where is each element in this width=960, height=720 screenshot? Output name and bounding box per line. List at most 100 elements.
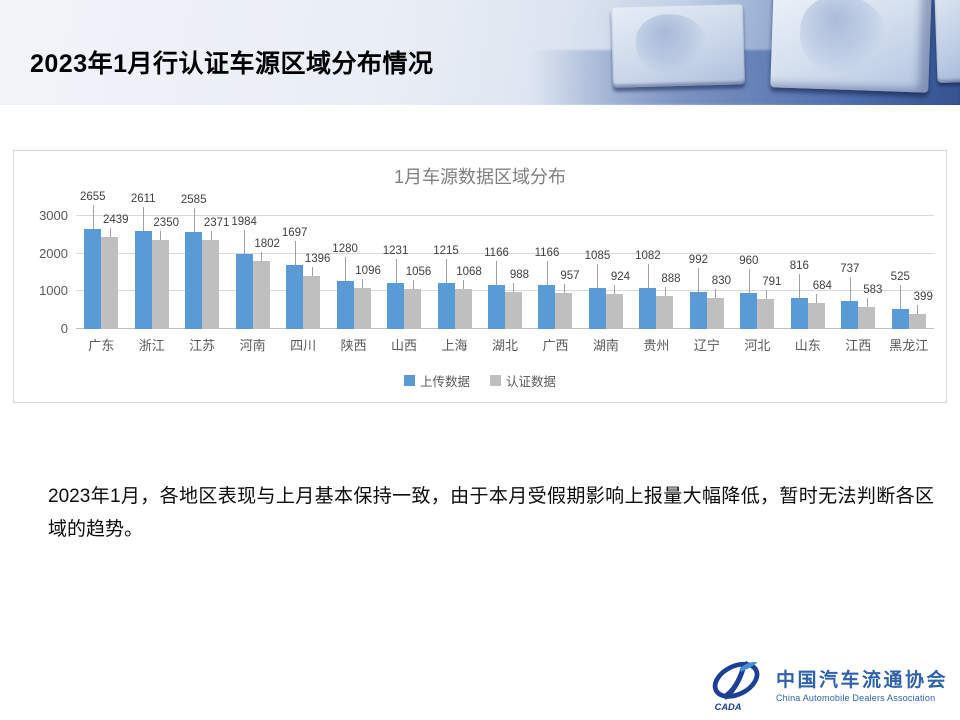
data-label-certified: 1068 — [456, 265, 482, 278]
label-leader-line — [345, 256, 347, 281]
label-leader-line — [92, 205, 94, 229]
bar-upload — [84, 229, 102, 329]
label-leader-line — [563, 283, 565, 293]
bar-upload — [437, 283, 455, 329]
header-decoration-cube — [934, 0, 960, 84]
x-axis-label: 江西 — [845, 338, 872, 353]
bar-upload — [588, 288, 606, 329]
x-axis-label: 黑龙江 — [889, 338, 929, 353]
data-label-upload: 1166 — [484, 247, 509, 260]
label-leader-line — [917, 304, 919, 314]
data-label-certified: 1056 — [405, 266, 432, 279]
logo-name-en: China Automobile Dealers Association — [775, 693, 936, 703]
bar-group: 2585 2371 — [177, 194, 229, 329]
bar-group: 816 684 — [783, 216, 833, 329]
cada-logo-icon: CADA — [712, 660, 760, 712]
chart-panel: 1月车源数据区域分布 0 1000 2000 3000 2655 2439 2611 2350… — [13, 150, 947, 403]
bar-upload — [740, 292, 758, 329]
data-label-certified: 1096 — [355, 264, 381, 277]
label-leader-line — [698, 267, 700, 292]
data-label-certified: 399 — [913, 290, 933, 303]
label-leader-line — [143, 206, 145, 231]
bar-certified — [504, 291, 522, 329]
bar-certified — [656, 295, 674, 329]
legend-label: 上传数据 — [419, 375, 470, 389]
bar-certified — [252, 261, 270, 329]
logo-name-zh: 中国汽车流通协会 — [775, 670, 948, 691]
data-label-upload: 1166 — [534, 247, 560, 260]
bar-certified — [605, 294, 623, 329]
label-leader-line — [362, 278, 364, 288]
page-title: 2023年1月行认证车源区域分布情况 — [30, 50, 434, 78]
x-axis-labels: 广东 浙江 江苏 河南 四川 陕西 山西 上海 湖北 广西 湖南 贵州 辽宁 河北 山东 江西 黑龙江 — [76, 335, 934, 353]
data-label-upload: 1215 — [433, 245, 459, 258]
data-label-certified: 684 — [812, 280, 832, 293]
bar-upload — [235, 254, 253, 329]
label-leader-line — [715, 288, 717, 298]
cada-logo: CADA 中国汽车流通协会 China Automobile Dealers A… — [707, 656, 948, 712]
data-label-certified: 2350 — [153, 217, 179, 230]
data-label-upload: 1984 — [231, 216, 257, 229]
bar-upload — [639, 288, 657, 329]
data-label-upload: 2585 — [180, 193, 207, 206]
bar-group: 1215 1068 — [429, 216, 482, 329]
legend-item: 上传数据 — [403, 371, 470, 390]
bar-certified — [454, 288, 472, 329]
bar-certified — [908, 313, 926, 329]
bar-upload — [487, 285, 505, 329]
x-axis-label: 江苏 — [189, 338, 216, 353]
data-label-certified: 2371 — [203, 216, 230, 229]
label-leader-line — [412, 280, 414, 290]
bar-upload — [134, 230, 152, 329]
data-label-upload: 525 — [890, 271, 910, 284]
label-leader-line — [109, 228, 111, 238]
bar-group: 1082 888 — [631, 216, 681, 329]
data-label-certified: 830 — [711, 274, 731, 287]
x-axis-label: 河南 — [239, 338, 266, 353]
x-axis-label: 陕西 — [340, 338, 367, 353]
label-leader-line — [395, 258, 397, 283]
bar-upload — [387, 282, 405, 329]
y-axis-tick: 3000 — [39, 208, 68, 223]
label-leader-line — [647, 264, 649, 289]
label-leader-line — [496, 261, 498, 286]
chart-title: 1月车源数据区域分布 — [393, 167, 566, 187]
bar-certified — [202, 239, 220, 329]
bar-group: 1085 924 — [581, 216, 631, 329]
legend-swatch-icon — [490, 375, 501, 386]
bar-group: 1984 1802 — [227, 216, 280, 329]
bar-group: 2611 2350 — [126, 193, 179, 329]
data-label-upload: 1280 — [332, 242, 358, 255]
gridline — [76, 252, 934, 254]
header-decoration-cube — [610, 4, 746, 88]
y-axis-tick: 2000 — [39, 245, 68, 261]
bar-group: 960 791 — [732, 216, 782, 329]
data-label-upload: 2611 — [130, 192, 156, 205]
data-label-certified: 957 — [560, 269, 580, 282]
data-label-upload: 1082 — [635, 250, 661, 263]
label-leader-line — [160, 231, 162, 241]
y-axis-tick: 1000 — [39, 283, 68, 299]
x-axis-label: 湖北 — [491, 338, 518, 353]
bar-upload — [790, 298, 808, 329]
data-label-upload: 737 — [840, 263, 860, 276]
header-banner: 2023年1月行认证车源区域分布情况 — [0, 0, 960, 105]
label-leader-line — [816, 294, 818, 304]
label-leader-line — [866, 298, 868, 308]
x-axis-label: 辽宁 — [693, 338, 720, 353]
y-axis-tick: 0 — [60, 321, 68, 336]
legend-label: 认证数据 — [506, 375, 557, 389]
bar-certified — [151, 240, 169, 329]
label-leader-line — [748, 268, 750, 293]
bar-group: 992 830 — [682, 216, 732, 329]
chart-legend: 上传数据 认证数据 — [14, 371, 946, 390]
legend-item: 认证数据 — [490, 371, 556, 390]
bar-certified — [303, 276, 321, 329]
label-leader-line — [244, 230, 246, 255]
data-label-certified: 888 — [661, 272, 681, 285]
bar-group: 2655 2439 — [76, 191, 129, 329]
bar-upload — [841, 301, 859, 329]
x-axis-label: 河北 — [744, 338, 771, 353]
label-leader-line — [765, 290, 767, 300]
legend-swatch-icon — [403, 375, 415, 386]
